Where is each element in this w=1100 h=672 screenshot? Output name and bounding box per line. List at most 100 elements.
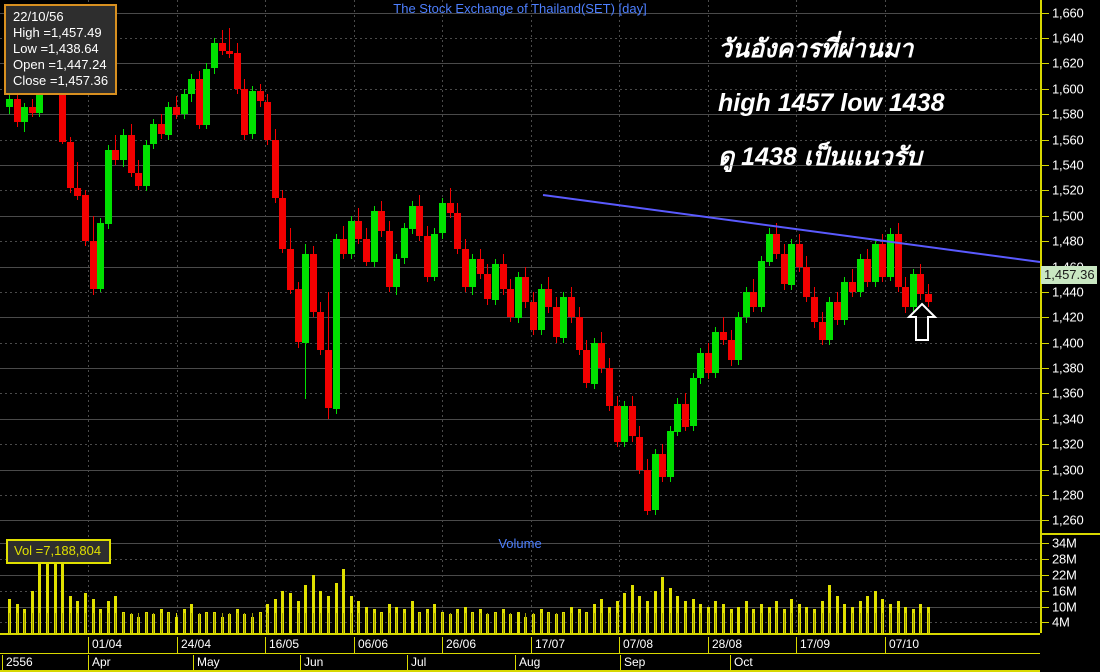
date-tick (601, 613, 602, 633)
candle-body (766, 234, 773, 262)
price-axis-label: 1,280 (1052, 487, 1084, 503)
candle-body (21, 107, 28, 122)
annotation-line-2: high 1457 low 1438 (718, 89, 945, 117)
candle-body (879, 244, 886, 277)
ohlc-info-box[interactable]: 22/10/56 High =1,457.49 Low =1,438.64 Op… (4, 4, 118, 95)
date-tick (161, 613, 162, 633)
candle-body (811, 297, 818, 322)
gridline-horizontal (0, 343, 1040, 344)
date-tick (313, 613, 314, 633)
volume-bar (335, 583, 338, 633)
last-price-tag: 1,457.36 (1041, 266, 1097, 284)
gridline-horizontal (0, 591, 1040, 592)
candle-body (150, 124, 157, 144)
candle-body (135, 173, 142, 186)
date-tick (457, 613, 458, 633)
date-tick (55, 613, 56, 633)
date-tick (282, 613, 283, 633)
axis-tick (1042, 470, 1049, 471)
volume-axis-label: 4M (1052, 614, 1070, 630)
date-tick (677, 613, 678, 633)
axis-tick (1042, 165, 1049, 166)
gridline-vertical (708, 535, 709, 633)
date-tick (548, 613, 549, 633)
candle-body (925, 294, 932, 302)
date-tick (898, 613, 899, 633)
gridline-horizontal (0, 114, 1040, 115)
date-tick (244, 613, 245, 633)
date-tick (609, 613, 610, 633)
candle-body (386, 231, 393, 287)
date-tick (450, 613, 451, 633)
axis-tick (1042, 241, 1049, 242)
price-axis-label: 1,580 (1052, 106, 1084, 122)
date-tick (434, 613, 435, 633)
date-tick (320, 613, 321, 633)
price-axis-label: 1,560 (1052, 132, 1084, 148)
price-axis-label: 1,320 (1052, 436, 1084, 452)
candle-body (697, 353, 704, 378)
date-tick (753, 613, 754, 633)
volume-info-box[interactable]: Vol =7,188,804 (6, 539, 112, 564)
price-axis-label: 1,260 (1052, 512, 1084, 528)
price-chart-panel[interactable] (0, 0, 1040, 533)
candle-body (484, 274, 491, 299)
date-tick (769, 613, 770, 633)
date-tick (518, 613, 519, 633)
volume-bar (654, 591, 657, 633)
candle-body (690, 378, 697, 426)
ohlc-open: Open =1,447.24 (13, 57, 107, 72)
date-tick (131, 613, 132, 633)
price-axis-label: 1,420 (1052, 309, 1084, 325)
candle-body (97, 223, 104, 289)
date-tick (822, 613, 823, 633)
date-tick (700, 613, 701, 633)
candle-body (652, 454, 659, 510)
date-tick (837, 613, 838, 633)
annotation-line-1: วันอังคารที่ผ่านมา (718, 35, 914, 63)
axis-tick (1042, 591, 1049, 592)
candle-body (895, 234, 902, 287)
annotation-line-3: ดู 1438 เป็นแนวรับ (718, 143, 922, 171)
axis-tick (1042, 317, 1049, 318)
gridline-vertical (708, 0, 709, 533)
date-tick (427, 613, 428, 633)
candle-body (530, 302, 537, 330)
date-tick (556, 613, 557, 633)
date-tick (77, 613, 78, 633)
date-tick (639, 613, 640, 633)
candle-body (90, 241, 97, 289)
month-label-row: 2556 Apr May Jun Jul Aug Sep Oct (0, 654, 1040, 672)
date-tick (860, 613, 861, 633)
candle-body (500, 264, 507, 289)
candle-body (333, 239, 340, 409)
axis-tick (1042, 575, 1049, 576)
volume-axis[interactable]: 34M 28M 22M 16M 10M 4M (1040, 535, 1100, 633)
candle-body (515, 277, 522, 318)
gridline-horizontal (0, 543, 1040, 544)
date-axis[interactable]: 01/04 24/04 16/05 06/06 26/06 17/07 07/08 28/08… (0, 633, 1040, 672)
candle-body (682, 404, 689, 427)
candle-body (219, 43, 226, 51)
gridline-vertical (88, 535, 89, 633)
date-tick (214, 613, 215, 633)
gridline-vertical (619, 535, 620, 633)
date-tick (442, 613, 443, 633)
candle-body (393, 259, 400, 287)
candle-body (887, 234, 894, 277)
date-tick (17, 613, 18, 633)
candle-body (910, 274, 917, 307)
date-tick (93, 613, 94, 633)
date-tick (260, 613, 261, 633)
axis-tick (1042, 419, 1049, 420)
date-tick (343, 613, 344, 633)
candle-body (803, 267, 810, 297)
candle-wick (723, 317, 724, 345)
volume-bar (61, 546, 64, 633)
candle-body (325, 350, 332, 408)
gridline-horizontal (0, 470, 1040, 471)
axis-tick (1042, 63, 1049, 64)
date-tick (168, 613, 169, 633)
axis-tick (1042, 393, 1049, 394)
axis-tick (1042, 559, 1049, 560)
